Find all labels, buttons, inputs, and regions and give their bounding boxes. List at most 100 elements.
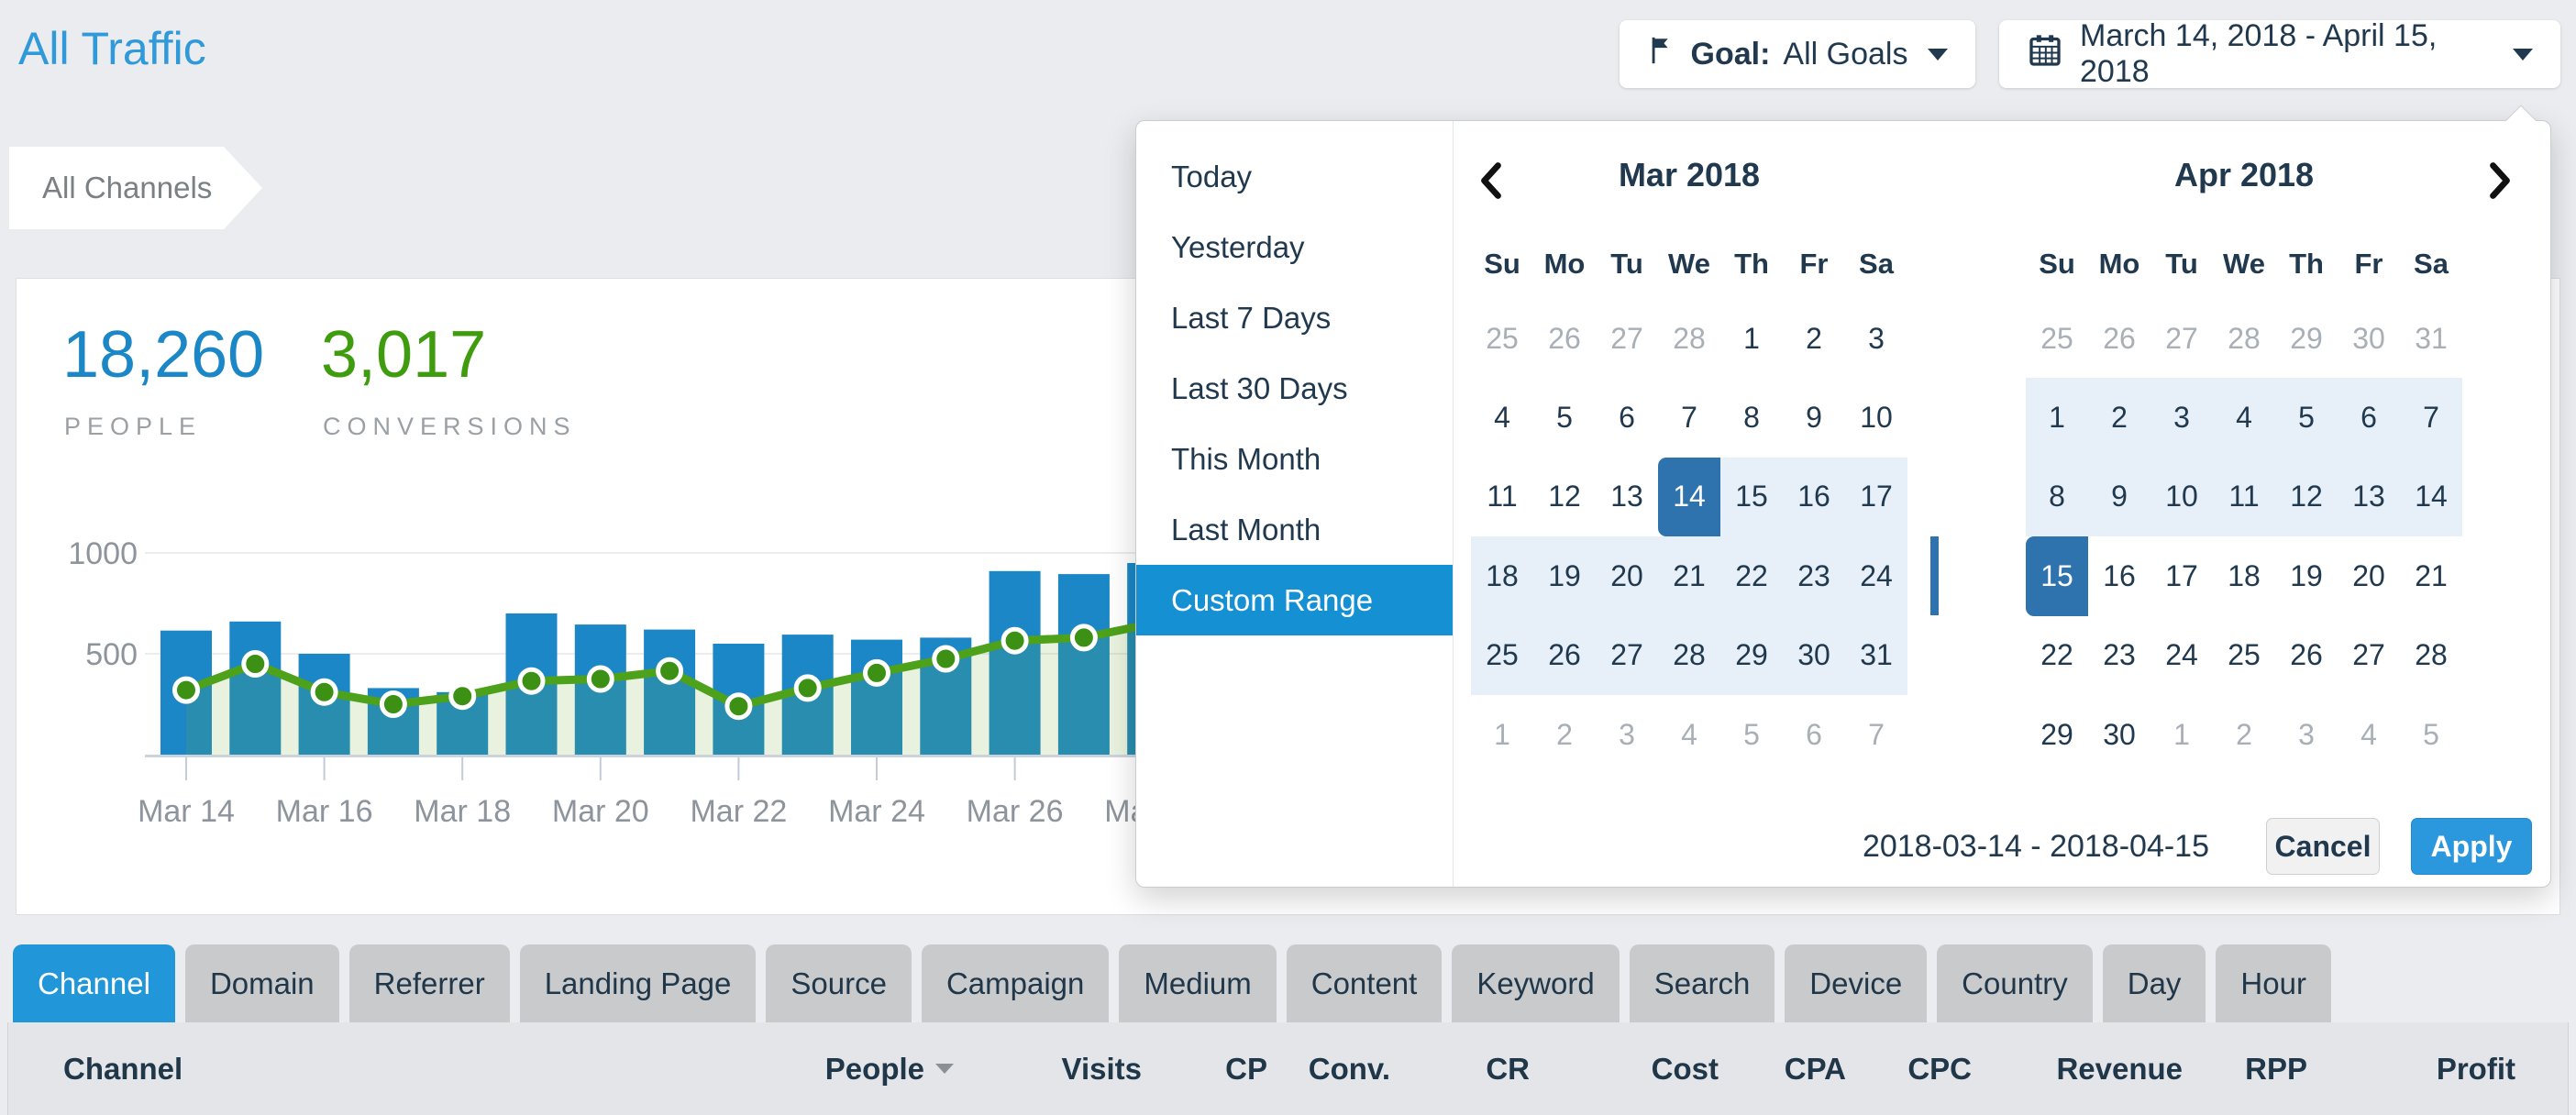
- column-header-profit[interactable]: Profit: [2307, 1052, 2515, 1087]
- calendar-day[interactable]: 7: [1868, 717, 1885, 751]
- calendar-day[interactable]: 1: [1743, 321, 1760, 355]
- calendar-day[interactable]: 7: [2400, 378, 2462, 458]
- calendar-day[interactable]: 29: [2290, 321, 2323, 355]
- calendar-day[interactable]: 23: [2103, 638, 2136, 672]
- calendar-day[interactable]: 25: [2228, 638, 2261, 672]
- calendar-day[interactable]: 28: [2415, 638, 2448, 672]
- calendar-day[interactable]: 5: [2275, 378, 2338, 458]
- calendar-day[interactable]: 2: [2236, 717, 2252, 751]
- calendar-day[interactable]: 26: [1548, 321, 1581, 355]
- preset-custom-range[interactable]: Custom Range: [1136, 565, 1453, 635]
- calendar-day[interactable]: 4: [2213, 378, 2275, 458]
- calendar-day[interactable]: 28: [1658, 615, 1720, 695]
- calendar-day[interactable]: 24: [2165, 638, 2198, 672]
- calendar-day[interactable]: 1: [2026, 378, 2088, 458]
- calendar-day[interactable]: 29: [1720, 615, 1783, 695]
- tab-day[interactable]: Day: [2102, 944, 2206, 1022]
- column-header-cpa[interactable]: CPA: [1719, 1052, 1846, 1087]
- calendar-day[interactable]: 11: [2213, 457, 2275, 537]
- calendar-day[interactable]: 9: [2088, 457, 2150, 537]
- calendar-day-selected[interactable]: 15: [2026, 536, 2088, 616]
- tab-source[interactable]: Source: [766, 944, 912, 1022]
- column-header-cpc[interactable]: CPC: [1846, 1052, 1972, 1087]
- tab-landing-page[interactable]: Landing Page: [519, 944, 757, 1022]
- calendar-day[interactable]: 17: [1845, 457, 1907, 537]
- calendar-day[interactable]: 19: [1533, 536, 1596, 616]
- calendar-day[interactable]: 1: [1494, 717, 1510, 751]
- calendar-day[interactable]: 10: [1860, 401, 1893, 435]
- calendar-day[interactable]: 28: [1673, 321, 1706, 355]
- calendar-day[interactable]: 4: [1681, 717, 1697, 751]
- tab-device[interactable]: Device: [1785, 944, 1928, 1022]
- preset-last-30-days[interactable]: Last 30 Days: [1171, 371, 1348, 405]
- calendar-day[interactable]: 5: [1556, 401, 1573, 435]
- calendar-day[interactable]: 13: [1610, 480, 1643, 513]
- calendar-day[interactable]: 3: [1619, 717, 1635, 751]
- calendar-day[interactable]: 18: [1471, 536, 1533, 616]
- column-header-rpp[interactable]: RPP: [2183, 1052, 2307, 1087]
- calendar-day[interactable]: 13: [2338, 457, 2400, 537]
- tab-medium[interactable]: Medium: [1119, 944, 1277, 1022]
- calendar-day[interactable]: 25: [1486, 321, 1519, 355]
- calendar-day[interactable]: 2: [2088, 378, 2150, 458]
- breadcrumb[interactable]: All Channels: [9, 147, 262, 229]
- tab-content[interactable]: Content: [1286, 944, 1443, 1022]
- apply-button[interactable]: Apply: [2411, 818, 2532, 875]
- column-header-revenue[interactable]: Revenue: [1972, 1052, 2183, 1087]
- calendar-day[interactable]: 31: [1845, 615, 1907, 695]
- tab-keyword[interactable]: Keyword: [1452, 944, 1620, 1022]
- column-header-cr[interactable]: CR: [1390, 1052, 1530, 1087]
- calendar-day[interactable]: 3: [2298, 717, 2315, 751]
- calendar-day[interactable]: 16: [2103, 558, 2136, 592]
- calendar-day[interactable]: 28: [2228, 321, 2261, 355]
- calendar-day[interactable]: 17: [2165, 558, 2198, 592]
- calendar-day[interactable]: 22: [2040, 638, 2073, 672]
- calendar-day[interactable]: 21: [1658, 536, 1720, 616]
- calendar-day[interactable]: 5: [1743, 717, 1760, 751]
- column-header-people[interactable]: People: [789, 1052, 954, 1087]
- column-header-conv[interactable]: Conv.: [1267, 1052, 1390, 1087]
- preset-today[interactable]: Today: [1171, 160, 1253, 193]
- column-header-cp[interactable]: CP: [1142, 1052, 1267, 1087]
- calendar-day[interactable]: 25: [1471, 615, 1533, 695]
- calendar-day[interactable]: 20: [1596, 536, 1658, 616]
- preset-this-month[interactable]: This Month: [1171, 442, 1321, 476]
- calendar-day[interactable]: 6: [1806, 717, 1822, 751]
- goal-dropdown-button[interactable]: Goal: All Goals: [1620, 20, 1975, 88]
- calendar-day-selected[interactable]: 14: [1658, 457, 1720, 537]
- calendar-day[interactable]: 22: [1720, 536, 1783, 616]
- calendar-day[interactable]: 2: [1806, 321, 1822, 355]
- calendar-day[interactable]: 26: [1533, 615, 1596, 695]
- calendar-day[interactable]: 20: [2352, 558, 2385, 592]
- tab-search[interactable]: Search: [1629, 944, 1775, 1022]
- preset-last-7-days[interactable]: Last 7 Days: [1171, 301, 1332, 335]
- calendar-day[interactable]: 29: [2040, 717, 2073, 751]
- calendar-day[interactable]: 21: [2415, 558, 2448, 592]
- calendar-day[interactable]: 25: [2040, 321, 2073, 355]
- calendar-day[interactable]: 6: [2338, 378, 2400, 458]
- calendar-day[interactable]: 27: [1610, 321, 1643, 355]
- column-header-channel[interactable]: Channel: [63, 1052, 789, 1087]
- calendar-day[interactable]: 14: [2400, 457, 2462, 537]
- calendar-day[interactable]: 27: [2352, 638, 2385, 672]
- calendar-day[interactable]: 2: [1556, 717, 1573, 751]
- calendar-day[interactable]: 19: [2290, 558, 2323, 592]
- calendar-day[interactable]: 30: [2352, 321, 2385, 355]
- calendar-day[interactable]: 6: [1619, 401, 1635, 435]
- calendar-day[interactable]: 9: [1806, 401, 1822, 435]
- calendar-day[interactable]: 27: [1596, 615, 1658, 695]
- calendar-day[interactable]: 4: [1494, 401, 1510, 435]
- calendar-day[interactable]: 11: [1487, 480, 1518, 513]
- column-header-cost[interactable]: Cost: [1530, 1052, 1719, 1087]
- calendar-day[interactable]: 23: [1783, 536, 1845, 616]
- calendar-day[interactable]: 7: [1681, 401, 1697, 435]
- calendar-day[interactable]: 30: [1783, 615, 1845, 695]
- calendar-day[interactable]: 18: [2228, 558, 2261, 592]
- next-month-icon[interactable]: [2486, 161, 2514, 204]
- tab-referrer[interactable]: Referrer: [348, 944, 510, 1022]
- calendar-day[interactable]: 12: [2275, 457, 2338, 537]
- tab-hour[interactable]: Hour: [2216, 944, 2331, 1022]
- cancel-button[interactable]: Cancel: [2266, 818, 2380, 875]
- calendar-day[interactable]: 12: [1548, 480, 1581, 513]
- calendar-day[interactable]: 15: [1720, 457, 1783, 537]
